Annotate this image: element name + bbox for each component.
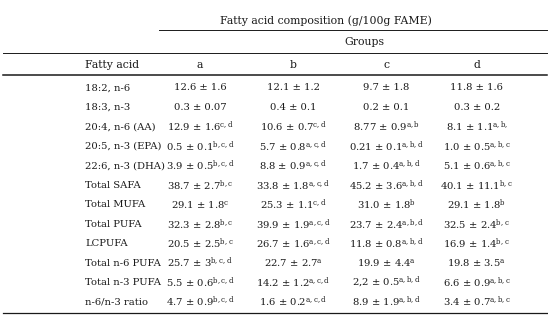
Text: Total SAFA: Total SAFA <box>85 181 141 190</box>
Text: 8.8 ± 0.9$\mathregular{^{a,c,d}}$: 8.8 ± 0.9$\mathregular{^{a,c,d}}$ <box>259 159 327 173</box>
Text: 12.9 ± 1.6$\mathregular{^{c,d}}$: 12.9 ± 1.6$\mathregular{^{c,d}}$ <box>167 120 233 134</box>
Text: a: a <box>197 60 203 70</box>
Text: 20.5 ± 2.5$\mathregular{^{b,c}}$: 20.5 ± 2.5$\mathregular{^{b,c}}$ <box>167 236 233 251</box>
Text: 20:5, n-3 (EPA): 20:5, n-3 (EPA) <box>85 142 162 151</box>
Text: 4.7 ± 0.9$\mathregular{^{b,c,d}}$: 4.7 ± 0.9$\mathregular{^{b,c,d}}$ <box>165 295 235 309</box>
Text: 18:3, n-3: 18:3, n-3 <box>85 103 130 112</box>
Text: 3.9 ± 0.5$\mathregular{^{b,c,d}}$: 3.9 ± 0.5$\mathregular{^{b,c,d}}$ <box>165 159 235 173</box>
Text: d: d <box>473 60 480 70</box>
Text: 0.21 ± 0.1$\mathregular{^{a,b,d}}$: 0.21 ± 0.1$\mathregular{^{a,b,d}}$ <box>349 139 424 154</box>
Text: b: b <box>290 60 296 70</box>
Text: 39.9 ± 1.9$\mathregular{^{a,c,d}}$: 39.9 ± 1.9$\mathregular{^{a,c,d}}$ <box>256 217 330 231</box>
Text: 2,2 ± 0.5$\mathregular{^{a,b,d}}$: 2,2 ± 0.5$\mathregular{^{a,b,d}}$ <box>352 275 421 290</box>
Text: 1.6 ± 0.2$\mathregular{^{a,c,d}}$: 1.6 ± 0.2$\mathregular{^{a,c,d}}$ <box>259 295 327 309</box>
Text: 14.2 ± 1.2$\mathregular{^{a,c,d}}$: 14.2 ± 1.2$\mathregular{^{a,c,d}}$ <box>256 275 330 290</box>
Text: 19.8 ± 3.5$\mathregular{^{a}}$: 19.8 ± 3.5$\mathregular{^{a}}$ <box>447 257 506 269</box>
Text: 22:6, n-3 (DHA): 22:6, n-3 (DHA) <box>85 161 165 170</box>
Text: 11.8 ± 0.8$\mathregular{^{a,b,d}}$: 11.8 ± 0.8$\mathregular{^{a,b,d}}$ <box>349 236 424 251</box>
Text: 12.6 ± 1.6: 12.6 ± 1.6 <box>174 83 226 92</box>
Text: 20:4, n-6 (AA): 20:4, n-6 (AA) <box>85 122 156 131</box>
Text: 8.77 ± 0.9$\mathregular{^{a,b}}$: 8.77 ± 0.9$\mathregular{^{a,b}}$ <box>353 120 420 134</box>
Text: 29.1 ± 1.8$\mathregular{^{c}}$: 29.1 ± 1.8$\mathregular{^{c}}$ <box>171 199 229 211</box>
Text: 1.0 ± 0.5$\mathregular{^{a,b,c}}$: 1.0 ± 0.5$\mathregular{^{a,b,c}}$ <box>443 139 511 154</box>
Text: Fatty acid composition (g/100g FAME): Fatty acid composition (g/100g FAME) <box>220 15 432 26</box>
Text: 8.1 ± 1.1$\mathregular{^{a,b,}}$: 8.1 ± 1.1$\mathregular{^{a,b,}}$ <box>446 120 508 134</box>
Text: 29.1 ± 1.8$\mathregular{^{b}}$: 29.1 ± 1.8$\mathregular{^{b}}$ <box>448 197 506 212</box>
Text: 5.7 ± 0.8$\mathregular{^{a,c,d}}$: 5.7 ± 0.8$\mathregular{^{a,c,d}}$ <box>259 139 327 154</box>
Text: Fatty acid: Fatty acid <box>85 60 139 70</box>
Text: 40.1 ± 11.1$\mathregular{^{b,c}}$: 40.1 ± 11.1$\mathregular{^{b,c}}$ <box>440 178 513 192</box>
Text: Groups: Groups <box>345 37 384 47</box>
Text: 16.9 ± 1.4$\mathregular{^{b,c}}$: 16.9 ± 1.4$\mathregular{^{b,c}}$ <box>443 236 510 251</box>
Text: 0.5 ± 0.1$\mathregular{^{b,c,d}}$: 0.5 ± 0.1$\mathregular{^{b,c,d}}$ <box>165 139 235 154</box>
Text: 5.1 ± 0.6$\mathregular{^{a,b,c}}$: 5.1 ± 0.6$\mathregular{^{a,b,c}}$ <box>443 159 511 173</box>
Text: Total n-3 PUFA: Total n-3 PUFA <box>85 278 161 287</box>
Text: 12.1 ± 1.2: 12.1 ± 1.2 <box>267 83 319 92</box>
Text: 19.9 ± 4.4$\mathregular{^{a}}$: 19.9 ± 4.4$\mathregular{^{a}}$ <box>357 257 416 269</box>
Text: 32.5 ± 2.4$\mathregular{^{b,c}}$: 32.5 ± 2.4$\mathregular{^{b,c}}$ <box>443 217 510 231</box>
Text: 11.8 ± 1.6: 11.8 ± 1.6 <box>450 83 503 92</box>
Text: 31.0 ± 1.8$\mathregular{^{b}}$: 31.0 ± 1.8$\mathregular{^{b}}$ <box>357 197 416 212</box>
Text: 23.7 ± 2.4$\mathregular{^{a,b,d}}$: 23.7 ± 2.4$\mathregular{^{a,b,d}}$ <box>349 217 424 231</box>
Text: 8.9 ± 1.9$\mathregular{^{a,b,d}}$: 8.9 ± 1.9$\mathregular{^{a,b,d}}$ <box>352 295 421 309</box>
Text: 6.6 ± 0.9$\mathregular{^{a,b,c}}$: 6.6 ± 0.9$\mathregular{^{a,b,c}}$ <box>443 275 511 290</box>
Text: 0.2 ± 0.1: 0.2 ± 0.1 <box>363 103 409 112</box>
Text: LCPUFA: LCPUFA <box>85 239 128 248</box>
Text: n-6/n-3 ratio: n-6/n-3 ratio <box>85 298 148 307</box>
Text: 38.7 ± 2.7$\mathregular{^{b,c}}$: 38.7 ± 2.7$\mathregular{^{b,c}}$ <box>167 178 233 192</box>
Text: 3.4 ± 0.7$\mathregular{^{a,b,c}}$: 3.4 ± 0.7$\mathregular{^{a,b,c}}$ <box>443 295 511 309</box>
Text: 0.3 ± 0.2: 0.3 ± 0.2 <box>454 103 500 112</box>
Text: 26.7 ± 1.6$\mathregular{^{a,c,d}}$: 26.7 ± 1.6$\mathregular{^{a,c,d}}$ <box>256 236 330 251</box>
Text: Total MUFA: Total MUFA <box>85 200 145 209</box>
Text: 22.7 ± 2.7$\mathregular{^{a}}$: 22.7 ± 2.7$\mathregular{^{a}}$ <box>264 257 323 269</box>
Text: 32.3 ± 2.8$\mathregular{^{b,c}}$: 32.3 ± 2.8$\mathregular{^{b,c}}$ <box>167 217 233 231</box>
Text: 0.3 ± 0.07: 0.3 ± 0.07 <box>174 103 226 112</box>
Text: Total PUFA: Total PUFA <box>85 220 141 229</box>
Text: 45.2 ± 3.6$\mathregular{^{a,b,d}}$: 45.2 ± 3.6$\mathregular{^{a,b,d}}$ <box>349 178 424 192</box>
Text: 25.3 ± 1.1$\mathregular{^{c,d}}$: 25.3 ± 1.1$\mathregular{^{c,d}}$ <box>260 197 327 212</box>
Text: 10.6 ± 0.7$\mathregular{^{c,d}}$: 10.6 ± 0.7$\mathregular{^{c,d}}$ <box>260 120 327 134</box>
Text: 5.5 ± 0.6$\mathregular{^{b,c,d}}$: 5.5 ± 0.6$\mathregular{^{b,c,d}}$ <box>165 275 235 290</box>
Text: 1.7 ± 0.4$\mathregular{^{a,b,d}}$: 1.7 ± 0.4$\mathregular{^{a,b,d}}$ <box>352 159 421 173</box>
Text: 0.4 ± 0.1: 0.4 ± 0.1 <box>270 103 316 112</box>
Text: c: c <box>384 60 389 70</box>
Text: 33.8 ± 1.8$\mathregular{^{a,c,d}}$: 33.8 ± 1.8$\mathregular{^{a,c,d}}$ <box>256 178 330 192</box>
Text: Total n-6 PUFA: Total n-6 PUFA <box>85 259 161 268</box>
Text: 9.7 ± 1.8: 9.7 ± 1.8 <box>363 83 409 92</box>
Text: 18:2, n-6: 18:2, n-6 <box>85 83 130 92</box>
Text: 25.7 ± 3$\mathregular{^{b,c,d}}$: 25.7 ± 3$\mathregular{^{b,c,d}}$ <box>167 256 233 270</box>
